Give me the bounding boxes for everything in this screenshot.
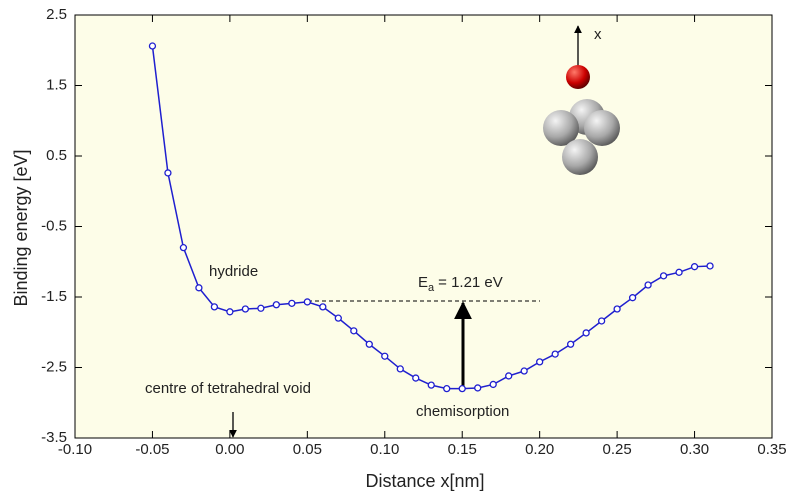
x-tick-label: 0.30 <box>680 441 709 458</box>
annotation: hydride <box>209 263 258 280</box>
series <box>148 42 714 393</box>
y-axis-label: Binding energy [eV] <box>11 149 31 306</box>
y-tick-label: 1.5 <box>46 76 67 93</box>
point <box>690 263 699 271</box>
annotation: x <box>594 26 602 43</box>
annotation: a <box>428 282 435 294</box>
y-tick-label: -0.5 <box>41 217 67 234</box>
point <box>303 298 311 306</box>
point <box>365 340 373 348</box>
point <box>179 243 188 252</box>
point <box>458 384 466 393</box>
point <box>412 374 420 382</box>
point <box>551 350 559 358</box>
point <box>272 301 281 309</box>
ticks: -0.10 -0.05 0.00 0.05 0.10 0.15 0.20 0.25 0.30 0.… <box>41 6 786 458</box>
point <box>536 358 544 366</box>
y-tick-label: -3.5 <box>41 429 67 446</box>
point <box>350 327 358 335</box>
point <box>148 42 157 50</box>
y-tick-label: 0.5 <box>46 147 67 164</box>
point <box>582 329 590 337</box>
point <box>597 317 606 325</box>
point <box>210 303 219 311</box>
x-tick-label: 0.25 <box>603 441 632 458</box>
point <box>659 272 668 280</box>
x-tick-label: 0.05 <box>293 441 322 458</box>
point <box>334 314 342 322</box>
point <box>396 365 404 373</box>
point <box>644 281 652 289</box>
annotation: chemisorption <box>416 403 509 420</box>
annotation: Ea = 1.21 eV <box>418 274 503 294</box>
x-tick-label: -0.05 <box>135 441 169 458</box>
x-tick-label: 0.15 <box>448 441 477 458</box>
point <box>427 381 435 389</box>
x-tick-label: 0.35 <box>757 441 786 458</box>
point <box>505 372 513 380</box>
x-tick-label: 0.10 <box>370 441 399 458</box>
point <box>164 169 172 177</box>
point <box>381 352 389 360</box>
point <box>474 384 482 392</box>
x-axis-label: Distance x[nm] <box>365 471 484 491</box>
y-tick-label: 2.5 <box>46 6 67 23</box>
point <box>675 268 683 276</box>
point <box>195 284 203 292</box>
point <box>226 308 234 316</box>
molecule: x <box>543 25 620 175</box>
point <box>241 305 250 313</box>
annotation: = 1.21 eV <box>438 274 503 291</box>
annotation: E <box>418 274 428 291</box>
point <box>613 305 621 313</box>
point <box>257 304 265 312</box>
point <box>706 262 714 270</box>
point <box>443 384 451 393</box>
point <box>566 340 575 348</box>
plot-area <box>74 14 773 439</box>
x-tick-label: 0.20 <box>525 441 554 458</box>
point <box>319 303 327 311</box>
x-tick-label: -0.10 <box>58 441 92 458</box>
point <box>520 367 528 375</box>
annotation: centre of tetrahedral void <box>145 380 311 397</box>
point <box>489 380 497 389</box>
point <box>288 299 296 307</box>
y-tick-label: -1.5 <box>41 288 67 305</box>
x-tick-label: 0.00 <box>215 441 244 458</box>
y-tick-label: -2.5 <box>41 358 67 375</box>
point <box>628 294 637 302</box>
